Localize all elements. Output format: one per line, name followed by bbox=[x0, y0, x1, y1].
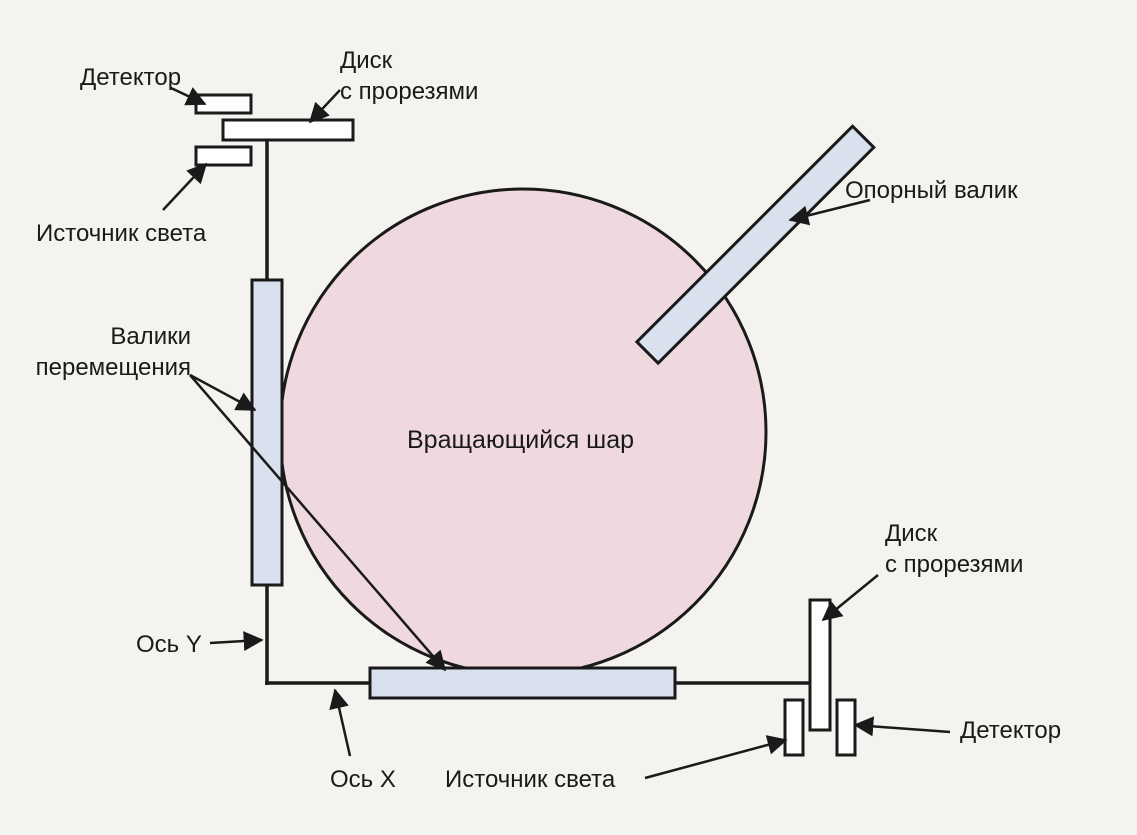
bottom-roller bbox=[370, 668, 675, 698]
left-roller bbox=[252, 280, 282, 585]
label-light-top: Источник света bbox=[36, 218, 206, 249]
label-movement-rollers: Валики перемещения bbox=[26, 321, 191, 383]
arrow-detector-bottom bbox=[855, 725, 950, 732]
label-rotating-ball: Вращающийся шар bbox=[407, 424, 634, 457]
label-axis-y: Ось Y bbox=[136, 629, 202, 660]
top-light-bar bbox=[196, 147, 251, 165]
right-light-bar bbox=[785, 700, 803, 755]
diagram-svg bbox=[0, 0, 1137, 835]
label-light-bottom: Источник света bbox=[445, 764, 615, 795]
label-support-roller: Опорный валик bbox=[845, 175, 1018, 206]
right-disc bbox=[810, 600, 830, 730]
arrow-light-bottom bbox=[645, 740, 786, 778]
arrow-axis-y bbox=[210, 640, 262, 643]
arrow-light-top bbox=[163, 164, 206, 210]
label-detector-top: Детектор bbox=[80, 62, 181, 93]
label-axis-x: Ось X bbox=[330, 764, 396, 795]
arrow-rollers-1 bbox=[190, 375, 255, 410]
label-detector-bottom: Детектор bbox=[960, 715, 1061, 746]
label-disc-bottom: Диск с прорезями bbox=[885, 518, 1023, 580]
arrow-disc-bottom bbox=[823, 575, 878, 620]
arrow-axis-x bbox=[335, 690, 350, 756]
label-disc-top: Диск с прорезями bbox=[340, 45, 478, 107]
arrow-disc-top bbox=[310, 90, 340, 122]
right-detector-bar bbox=[837, 700, 855, 755]
top-disc bbox=[223, 120, 353, 140]
